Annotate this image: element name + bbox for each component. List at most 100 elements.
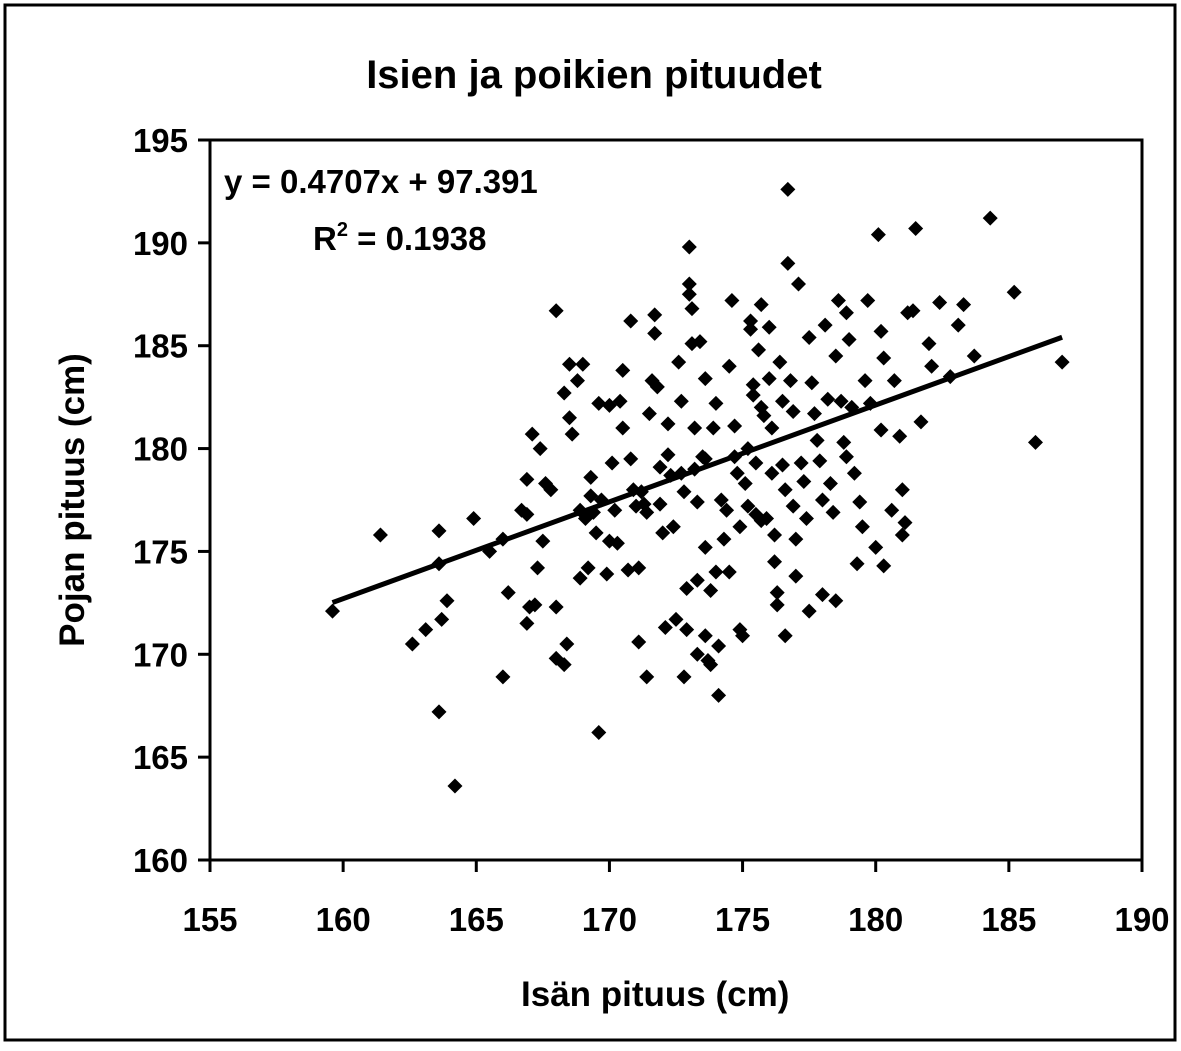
data-point <box>615 420 631 436</box>
trendline <box>331 334 1063 605</box>
data-point <box>798 511 814 527</box>
data-point <box>788 568 804 584</box>
data-point <box>649 379 665 395</box>
data-point <box>620 562 636 578</box>
data-point <box>500 585 516 601</box>
data-point <box>777 482 793 498</box>
data-point <box>780 181 796 197</box>
plot-area <box>208 138 1144 862</box>
data-point <box>668 611 684 627</box>
data-point <box>783 373 799 389</box>
data-point <box>764 420 780 436</box>
data-point <box>817 317 833 333</box>
x-tick-label: 175 <box>715 901 770 938</box>
data-point <box>689 572 705 588</box>
data-point <box>894 527 910 543</box>
data-point <box>806 406 822 422</box>
data-point <box>548 303 564 319</box>
data-point <box>913 414 929 430</box>
data-point <box>751 342 767 358</box>
data-point <box>711 638 727 654</box>
data-point <box>697 539 713 555</box>
data-point <box>788 531 804 547</box>
data-point <box>431 523 447 539</box>
data-point <box>761 319 777 335</box>
data-point <box>846 465 862 481</box>
y-tick-label: 180 <box>133 431 188 468</box>
data-point <box>841 332 857 348</box>
y-tick-label: 165 <box>133 739 188 776</box>
data-point <box>775 393 791 409</box>
data-point <box>535 533 551 549</box>
data-point <box>860 292 876 308</box>
data-point <box>892 428 908 444</box>
data-point <box>708 564 724 580</box>
data-point <box>814 492 830 508</box>
data-point <box>684 301 700 317</box>
data-point <box>681 286 697 302</box>
data-point <box>743 321 759 337</box>
data-point <box>559 636 575 652</box>
data-point <box>1054 354 1070 370</box>
data-point <box>849 556 865 572</box>
data-point <box>828 348 844 364</box>
data-point <box>689 646 705 662</box>
data-point <box>639 669 655 685</box>
data-point <box>852 494 868 510</box>
data-point <box>876 558 892 574</box>
data-point <box>591 724 607 740</box>
y-tick-label: 195 <box>133 122 188 159</box>
data-point <box>769 585 785 601</box>
data-point <box>708 395 724 411</box>
trendline-equation: y = 0.4707x + 97.391 <box>224 163 538 200</box>
data-point <box>732 519 748 535</box>
x-tick-label: 185 <box>981 901 1036 938</box>
y-axis: 160 165 170 175 180 185 190 195 <box>133 122 210 879</box>
data-point <box>495 669 511 685</box>
data-point <box>372 527 388 543</box>
x-tick-label: 190 <box>1114 901 1169 938</box>
data-point <box>932 295 948 311</box>
data-point <box>785 404 801 420</box>
data-point <box>748 455 764 471</box>
x-tick-label: 180 <box>848 901 903 938</box>
data-point <box>721 564 737 580</box>
data-point <box>564 426 580 442</box>
data-point <box>876 350 892 366</box>
data-point <box>870 227 886 243</box>
data-point <box>439 593 455 609</box>
r-squared-prefix: R <box>313 220 337 257</box>
data-point <box>836 434 852 450</box>
data-point <box>689 494 705 510</box>
r-squared-value: = 0.1938 <box>348 220 487 257</box>
data-point <box>838 305 854 321</box>
data-point <box>908 220 924 236</box>
data-point <box>647 325 663 341</box>
data-point <box>580 560 596 576</box>
data-point <box>737 476 753 492</box>
data-point <box>676 669 692 685</box>
y-axis-label: Pojan pituus (cm) <box>53 353 92 647</box>
data-point <box>324 603 340 619</box>
data-point <box>796 473 812 489</box>
data-point <box>697 371 713 387</box>
x-axis-label: Isän pituus (cm) <box>521 975 789 1014</box>
data-point <box>524 426 540 442</box>
data-point <box>599 566 615 582</box>
data-point <box>519 471 535 487</box>
data-point <box>612 393 628 409</box>
data-point <box>897 515 913 531</box>
data-point <box>561 410 577 426</box>
data-point <box>679 580 695 596</box>
data-point <box>924 358 940 374</box>
data-point <box>767 554 783 570</box>
x-tick-label: 165 <box>449 901 504 938</box>
data-point <box>772 354 788 370</box>
data-point <box>569 373 585 389</box>
data-point <box>556 657 572 673</box>
data-point <box>607 502 623 518</box>
y-tick-label: 175 <box>133 533 188 570</box>
data-point <box>719 502 735 518</box>
